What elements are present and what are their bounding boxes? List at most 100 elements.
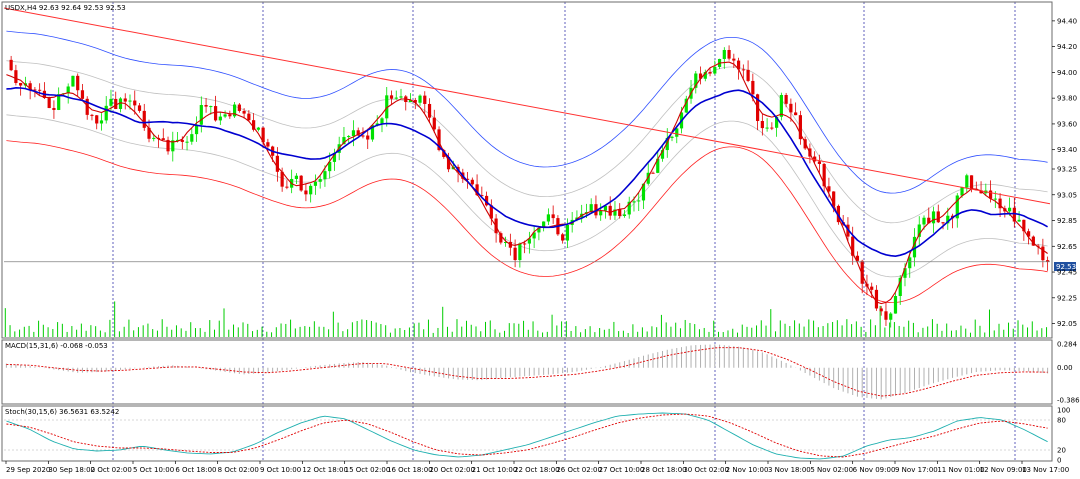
volume-bar bbox=[185, 330, 187, 337]
stochastic-pane[interactable] bbox=[4, 412, 1050, 460]
candle-body bbox=[356, 130, 360, 136]
candle-body bbox=[380, 118, 384, 124]
candle-body bbox=[475, 184, 479, 196]
candle-body bbox=[190, 134, 194, 142]
candle-body bbox=[470, 179, 474, 185]
volume-bar bbox=[351, 322, 353, 337]
volume-bar bbox=[518, 323, 520, 337]
candle-body bbox=[561, 234, 565, 241]
volume-bar bbox=[565, 321, 567, 337]
volume-bar bbox=[156, 330, 158, 337]
volume-bar bbox=[228, 329, 230, 337]
candle-body bbox=[180, 139, 184, 142]
volume-bar bbox=[166, 326, 168, 337]
volume-bar bbox=[204, 331, 206, 337]
main-price-pane[interactable] bbox=[3, 7, 1051, 337]
volume-bar bbox=[903, 326, 905, 337]
volume-bar bbox=[199, 328, 201, 337]
candle-body bbox=[1017, 219, 1021, 222]
volume-bar bbox=[142, 325, 144, 337]
candle-body bbox=[879, 308, 883, 312]
candle-body bbox=[413, 100, 417, 103]
candle-body bbox=[152, 137, 156, 139]
volume-bar bbox=[784, 323, 786, 337]
volume-bar bbox=[898, 325, 900, 337]
volume-bar bbox=[698, 329, 700, 337]
volume-bar bbox=[789, 326, 791, 337]
volume-bar bbox=[256, 329, 258, 337]
volume-bar bbox=[446, 326, 448, 337]
volume-bar bbox=[908, 320, 910, 337]
candle-body bbox=[104, 105, 108, 121]
candle-body bbox=[389, 95, 394, 99]
candle-body bbox=[903, 268, 907, 278]
candle-body bbox=[927, 217, 931, 224]
volume-bar bbox=[912, 322, 914, 337]
x-tick-label: 16 Oct 18:00 bbox=[387, 466, 433, 474]
volume-bar bbox=[375, 322, 377, 337]
macd-pane-header: MACD(15,31,6) -0.068 -0.053 bbox=[5, 342, 108, 350]
volume-bar bbox=[280, 323, 282, 337]
candle-body bbox=[751, 80, 755, 95]
y-tick-label: 94.40 bbox=[1057, 17, 1077, 25]
volume-bar bbox=[798, 323, 800, 337]
volume-bar bbox=[931, 319, 933, 337]
x-tick-label: 22 Oct 18:00 bbox=[514, 466, 560, 474]
candle-body bbox=[1046, 260, 1050, 262]
candle-body bbox=[665, 137, 669, 151]
candle-body bbox=[123, 98, 127, 102]
x-tick-label: 8 Oct 02:00 bbox=[218, 466, 259, 474]
volume-bar bbox=[318, 326, 320, 337]
volume-bar bbox=[765, 325, 767, 337]
volume-bar bbox=[14, 331, 16, 337]
x-tick-label: 5 Nov 02:00 bbox=[810, 466, 853, 474]
candle-body bbox=[822, 163, 826, 187]
x-tick-label: 12 Nov 09:00 bbox=[980, 466, 1027, 474]
volume-bar bbox=[974, 319, 976, 337]
volume-bar bbox=[589, 326, 591, 337]
volume-bar bbox=[960, 325, 962, 337]
candle-body bbox=[936, 211, 940, 223]
candle-body bbox=[446, 156, 451, 170]
volume-bar bbox=[969, 332, 971, 337]
volume-bar bbox=[28, 325, 30, 337]
candle-body bbox=[38, 89, 42, 91]
volume-bar bbox=[646, 331, 648, 337]
volume-bar bbox=[4, 308, 6, 337]
candle-body bbox=[204, 105, 208, 107]
volume-bar bbox=[884, 327, 886, 337]
volume-bar bbox=[670, 326, 672, 337]
candle-body bbox=[955, 195, 959, 219]
volume-bar bbox=[95, 326, 97, 337]
volume-bar bbox=[794, 320, 796, 337]
volume-bar bbox=[756, 325, 758, 337]
volume-bar bbox=[38, 320, 40, 337]
volume-bar bbox=[332, 311, 334, 337]
volume-bar bbox=[294, 328, 296, 337]
candle-body bbox=[1012, 207, 1016, 222]
volume-bar bbox=[879, 305, 881, 337]
volume-bar bbox=[727, 330, 729, 337]
y-tick-label: 93.80 bbox=[1057, 95, 1077, 103]
volume-bar bbox=[836, 320, 838, 337]
candle-body bbox=[646, 172, 650, 184]
x-tick-label: 9 Oct 10:00 bbox=[260, 466, 301, 474]
candle-body bbox=[484, 195, 489, 206]
candle-body bbox=[523, 243, 527, 245]
volume-bar bbox=[803, 326, 805, 337]
candle-body bbox=[442, 150, 446, 157]
y-tick-label: 93.25 bbox=[1057, 166, 1077, 174]
candle-body bbox=[884, 311, 888, 320]
macd-y-tick-label: 0.284 bbox=[1057, 341, 1078, 349]
macd-pane[interactable] bbox=[5, 344, 1049, 400]
volume-bar bbox=[1022, 324, 1024, 337]
candle-body bbox=[817, 161, 822, 164]
candle-body bbox=[313, 181, 318, 186]
volume-bar bbox=[832, 321, 834, 337]
volume-bar bbox=[941, 330, 943, 337]
y-tick-label: 94.20 bbox=[1057, 43, 1077, 51]
volume-bar bbox=[717, 331, 719, 337]
candle-body bbox=[71, 75, 75, 87]
volume-bar bbox=[437, 327, 439, 337]
volume-bar bbox=[366, 320, 368, 337]
